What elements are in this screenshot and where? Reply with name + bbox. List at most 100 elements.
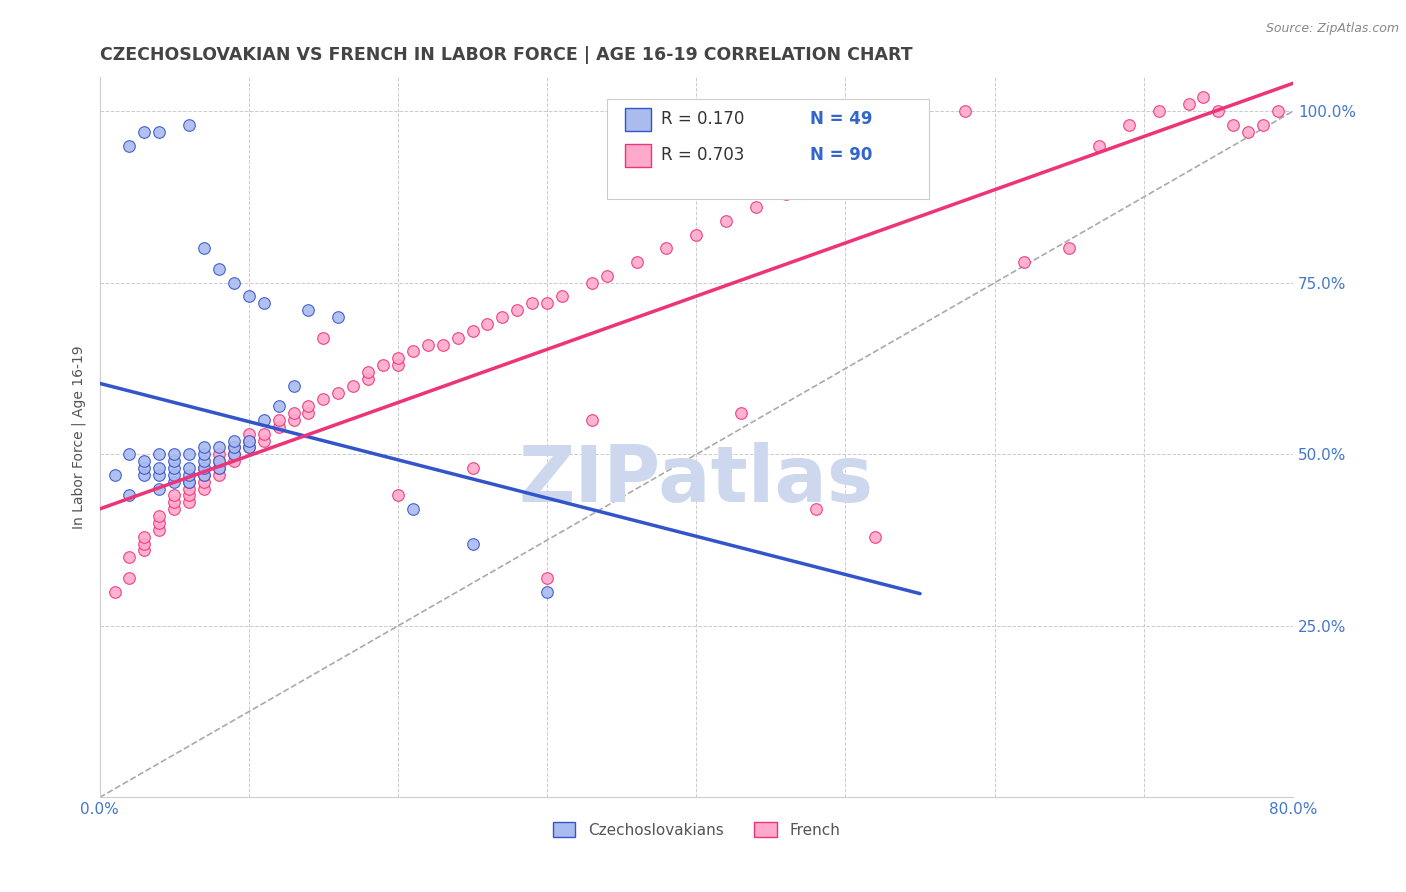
Point	[238, 441, 260, 455]
Point	[551, 289, 574, 303]
Point	[283, 413, 305, 427]
Point	[1088, 138, 1111, 153]
Point	[179, 447, 201, 461]
Point	[1237, 125, 1260, 139]
Point	[1222, 118, 1244, 132]
Point	[148, 523, 170, 537]
Point	[461, 461, 484, 475]
Point	[1177, 97, 1199, 112]
Point	[387, 358, 409, 372]
Point	[596, 268, 619, 283]
Point	[118, 488, 141, 502]
FancyBboxPatch shape	[624, 144, 651, 167]
Point	[179, 475, 201, 489]
Point	[446, 331, 468, 345]
Point	[312, 392, 335, 407]
Point	[804, 173, 827, 187]
Point	[506, 303, 529, 318]
Point	[267, 420, 290, 434]
Point	[283, 378, 305, 392]
Point	[685, 227, 707, 242]
Text: ZIPatlas: ZIPatlas	[519, 442, 873, 518]
Point	[804, 502, 827, 516]
Point	[134, 125, 156, 139]
Point	[179, 461, 201, 475]
Point	[222, 276, 245, 290]
Point	[163, 467, 186, 482]
Point	[163, 502, 186, 516]
Point	[1208, 104, 1230, 119]
Point	[745, 200, 768, 214]
Point	[134, 543, 156, 558]
Point	[118, 550, 141, 565]
Text: N = 49: N = 49	[810, 111, 872, 128]
Point	[626, 255, 648, 269]
Y-axis label: In Labor Force | Age 16-19: In Labor Force | Age 16-19	[72, 345, 86, 529]
Point	[581, 276, 603, 290]
Point	[222, 434, 245, 448]
Point	[148, 516, 170, 530]
Point	[193, 461, 215, 475]
Point	[1267, 104, 1289, 119]
Point	[312, 331, 335, 345]
Text: R = 0.170: R = 0.170	[661, 111, 744, 128]
Point	[208, 461, 231, 475]
Point	[387, 351, 409, 366]
Point	[371, 358, 394, 372]
Point	[416, 337, 439, 351]
Point	[208, 262, 231, 277]
Point	[179, 495, 201, 509]
Point	[267, 399, 290, 413]
Point	[328, 385, 350, 400]
Point	[179, 488, 201, 502]
Point	[148, 447, 170, 461]
Point	[1118, 118, 1140, 132]
Point	[103, 584, 125, 599]
Point	[163, 488, 186, 502]
Point	[865, 530, 887, 544]
Point	[208, 454, 231, 468]
Point	[536, 584, 558, 599]
Point	[477, 317, 499, 331]
Point	[730, 406, 752, 420]
Point	[222, 447, 245, 461]
Text: CZECHOSLOVAKIAN VS FRENCH IN LABOR FORCE | AGE 16-19 CORRELATION CHART: CZECHOSLOVAKIAN VS FRENCH IN LABOR FORCE…	[100, 46, 912, 64]
FancyBboxPatch shape	[624, 108, 651, 131]
Text: N = 90: N = 90	[810, 146, 872, 164]
Point	[222, 441, 245, 455]
Point	[118, 571, 141, 585]
Point	[179, 482, 201, 496]
Point	[134, 530, 156, 544]
Point	[581, 413, 603, 427]
Point	[461, 324, 484, 338]
Point	[267, 413, 290, 427]
Point	[253, 296, 276, 310]
Point	[238, 441, 260, 455]
Point	[297, 406, 319, 420]
Point	[222, 447, 245, 461]
Point	[522, 296, 544, 310]
Point	[134, 467, 156, 482]
Point	[118, 138, 141, 153]
Point	[402, 344, 425, 359]
Point	[253, 426, 276, 441]
Point	[1057, 242, 1080, 256]
Point	[775, 186, 797, 201]
Point	[328, 310, 350, 324]
Point	[908, 125, 931, 139]
Point	[357, 365, 380, 379]
Point	[208, 467, 231, 482]
Point	[163, 495, 186, 509]
Point	[148, 509, 170, 524]
Point	[148, 125, 170, 139]
Point	[283, 406, 305, 420]
Point	[1192, 90, 1215, 104]
Point	[193, 482, 215, 496]
Point	[357, 372, 380, 386]
Point	[148, 467, 170, 482]
Text: Source: ZipAtlas.com: Source: ZipAtlas.com	[1265, 22, 1399, 36]
Point	[163, 447, 186, 461]
Point	[238, 426, 260, 441]
Point	[238, 434, 260, 448]
Point	[491, 310, 513, 324]
